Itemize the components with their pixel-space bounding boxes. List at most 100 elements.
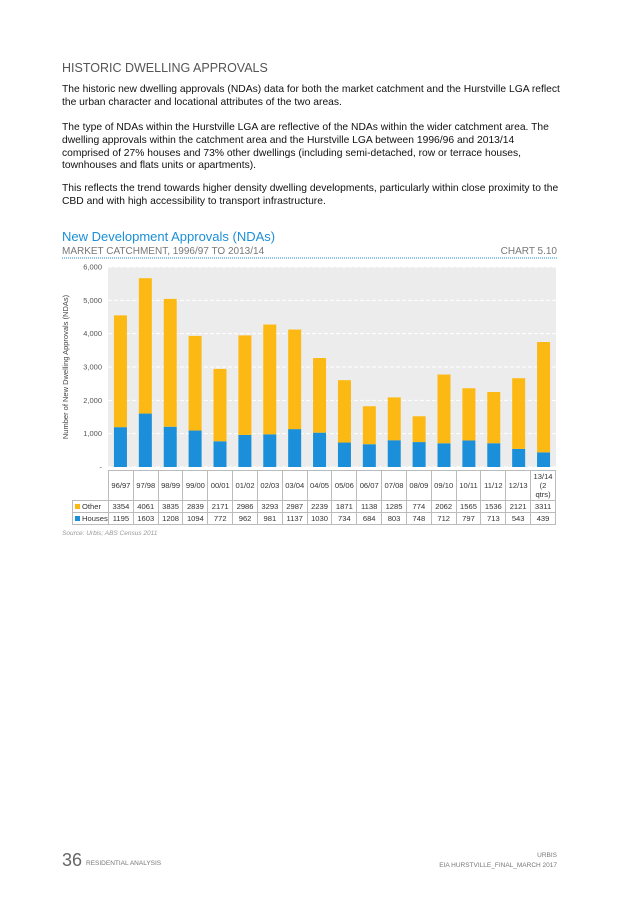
table-value: 1138: [356, 500, 383, 513]
bar-segment: [337, 380, 351, 443]
category-label: 04/05: [306, 470, 333, 501]
table-value: 712: [430, 512, 457, 525]
category-label: 06/07: [356, 470, 383, 501]
chart-subtitle: MARKET CATCHMENT, 1996/97 TO 2013/14: [62, 246, 265, 257]
paragraph: The type of NDAs within the Hurstville L…: [62, 122, 549, 172]
table-value: 3354: [108, 500, 134, 513]
bar-segment: [288, 429, 302, 467]
table-value: 3293: [256, 500, 283, 513]
bar-segment: [213, 441, 227, 467]
table-value: 2171: [207, 500, 234, 513]
category-label: 07/08: [381, 470, 407, 501]
bar-segment: [387, 397, 401, 441]
series-cell: Houses: [72, 512, 109, 525]
legend-swatch: [75, 504, 80, 509]
bar-segment: [113, 427, 127, 467]
section-title: HISTORIC DWELLING APPROVALS: [62, 61, 268, 75]
footer-section: RESIDENTIAL ANALYSIS: [86, 860, 162, 867]
table-value: 797: [455, 512, 482, 525]
table-value: 803: [381, 512, 407, 525]
y-tick-label: 6,000: [83, 263, 102, 272]
footer-company: URBIS: [537, 852, 557, 859]
table-value: 4061: [132, 500, 159, 513]
table-value: 1871: [331, 500, 358, 513]
bar-segment: [288, 329, 302, 430]
source: Source: Urbis; ABS Census 2011: [62, 530, 158, 537]
bar-segment: [188, 335, 202, 431]
category-label: 05/06: [331, 470, 358, 501]
table-value: 439: [530, 512, 556, 525]
corner-cell: [73, 471, 109, 501]
table-value: 1285: [381, 500, 407, 513]
y-tick-label: 3,000: [83, 363, 102, 372]
bar-segment: [387, 440, 401, 467]
category-label: 98/99: [157, 470, 184, 501]
table-value: 1030: [306, 512, 333, 525]
table-row: Other 3354 4061 3835 2839 2171 2986 3293 2987 223…: [72, 500, 556, 513]
bar-segment: [437, 374, 451, 444]
bar-segment: [163, 426, 177, 467]
table-value: 2121: [505, 500, 532, 513]
legend-swatch: [75, 516, 80, 521]
bar-segment: [238, 335, 252, 435]
bar-segment: [263, 434, 277, 467]
table-value: 1094: [182, 512, 209, 525]
category-label: 08/09: [405, 470, 432, 501]
table-value: 684: [356, 512, 383, 525]
bar-segment: [537, 452, 551, 467]
bar-segment: [537, 342, 551, 453]
bar-segment: [512, 448, 526, 467]
bar-segment: [337, 442, 351, 467]
chart-number: CHART 5.10: [501, 246, 558, 257]
table-value: 2239: [306, 500, 333, 513]
category-label: 97/98: [132, 470, 159, 501]
bar-segment: [487, 392, 501, 444]
footer-document: EIA HURSTVILLE_FINAL_MARCH 2017: [439, 862, 557, 869]
table-value: 1565: [455, 500, 482, 513]
chart: New Development Approvals (NDAs) MARKET …: [61, 229, 558, 470]
table-value: 1603: [132, 512, 159, 525]
table-value: 774: [405, 500, 432, 513]
bar-segment: [462, 388, 476, 441]
bar-segment: [213, 368, 227, 442]
table-value: 2062: [430, 500, 457, 513]
bar-segment: [188, 430, 202, 467]
y-tick-label: 4,000: [83, 329, 102, 338]
bar-segment: [113, 315, 127, 428]
bar-segment: [512, 378, 526, 449]
table-row: Houses 1195 1603 1208 1094 772 962 981 1137 1030 7…: [72, 512, 556, 525]
y-tick-label: 1,000: [83, 429, 102, 438]
bar-segment: [313, 432, 327, 467]
category-label: 03/04: [281, 470, 308, 501]
table-value: 981: [256, 512, 283, 525]
table-value: 3835: [157, 500, 184, 513]
bar-segment: [412, 416, 426, 443]
table-value: 734: [331, 512, 358, 525]
series-cell: Other: [72, 500, 109, 513]
bar-segment: [263, 324, 277, 435]
bar-segment: [437, 443, 451, 467]
y-axis-label: Number of New Dwelling Approvals (NDAs): [61, 294, 70, 439]
table-value: 1195: [108, 512, 134, 525]
chart-title: New Development Approvals (NDAs): [62, 229, 275, 244]
paragraph: This reflects the trend towards higher d…: [62, 183, 559, 207]
y-tick-label: 5,000: [83, 296, 102, 305]
category-label: 12/13: [505, 470, 532, 501]
table-value: 962: [232, 512, 258, 525]
bar-segment: [313, 358, 327, 433]
bar-segment: [412, 442, 426, 467]
bar-segment: [163, 298, 177, 427]
category-label: 96/97: [108, 470, 134, 501]
legend-label: Other: [82, 502, 101, 511]
category-label: 00/01: [207, 470, 234, 501]
table-value: 772: [207, 512, 234, 525]
table-value: 1137: [281, 512, 308, 525]
table-value: 543: [505, 512, 532, 525]
table-value: 1536: [480, 500, 507, 513]
category-label: 99/00: [182, 470, 209, 501]
table-value: 2986: [232, 500, 258, 513]
table-value: 3311: [530, 500, 556, 513]
bar-segment: [238, 434, 252, 467]
